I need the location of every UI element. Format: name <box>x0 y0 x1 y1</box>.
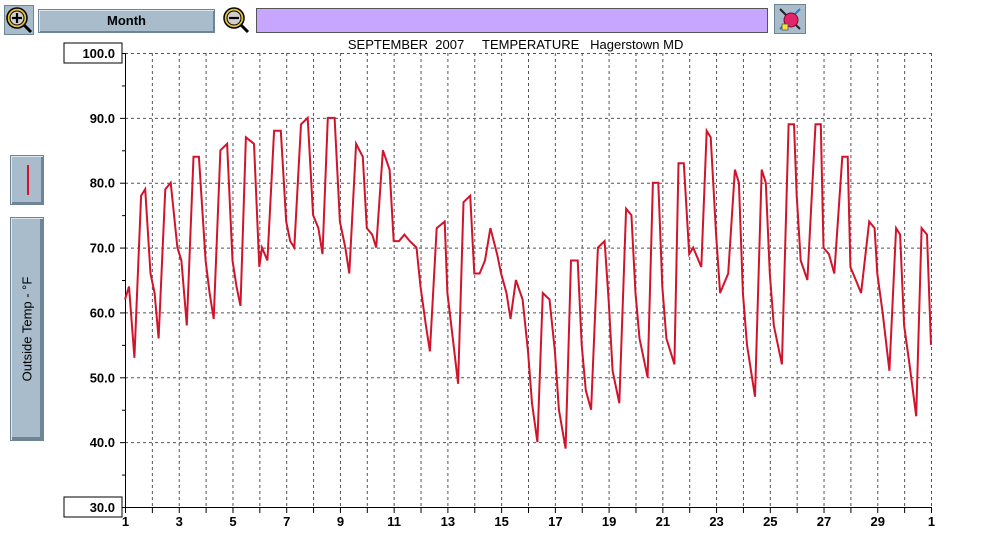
y-tick-label: 30.0 <box>90 500 115 515</box>
chart-title: SEPTEMBER 2007 TEMPERATURE Hagerstown MD <box>256 8 768 52</box>
y-tick-label: 40.0 <box>90 435 115 450</box>
x-tick-label: 1 <box>928 514 935 529</box>
x-tick-label: 1 <box>122 514 129 529</box>
chart-axes <box>120 53 932 513</box>
chart-title-text: SEPTEMBER 2007 TEMPERATURE Hagerstown MD <box>347 37 684 52</box>
y-axis-label-panel[interactable]: Outside Temp - °F <box>10 217 44 441</box>
graph-options-button[interactable] <box>774 4 806 34</box>
x-tick-label: 5 <box>229 514 236 529</box>
y-tick-box <box>63 42 123 64</box>
x-tick-label: 29 <box>871 514 885 529</box>
y-tick-box <box>63 496 123 518</box>
y-axis-ticks: 100.0 90.0 80.0 70.0 60.0 50.0 40.0 30.0 <box>63 42 123 518</box>
series-color-swatch[interactable] <box>10 155 44 205</box>
y-tick-label: 100.0 <box>82 46 115 61</box>
zoom-in-button[interactable] <box>4 5 34 35</box>
y-tick-label: 90.0 <box>90 111 115 126</box>
x-tick-label: 17 <box>548 514 562 529</box>
zoom-out-icon <box>221 5 251 35</box>
x-tick-label: 3 <box>176 514 183 529</box>
range-month-label: Month <box>107 13 146 28</box>
y-tick-label: 80.0 <box>90 176 115 191</box>
x-tick-label: 21 <box>656 514 670 529</box>
y-tick-label: 50.0 <box>90 370 115 385</box>
x-tick-label: 23 <box>709 514 723 529</box>
x-tick-label: 13 <box>441 514 455 529</box>
y-tick-label: 60.0 <box>90 305 115 320</box>
x-tick-label: 7 <box>283 514 290 529</box>
y-tick-label: 70.0 <box>90 241 115 256</box>
temperature-series-line <box>124 115 932 449</box>
x-tick-label: 9 <box>337 514 344 529</box>
x-axis-ticks: 1 3 5 7 9 11 13 15 17 19 21 23 25 27 29 1 <box>122 514 935 529</box>
x-tick-label: 27 <box>817 514 831 529</box>
paint-tool-icon <box>774 4 806 34</box>
x-tick-label: 25 <box>763 514 777 529</box>
range-month-button[interactable]: Month <box>38 9 215 33</box>
x-tick-label: 11 <box>387 514 401 529</box>
zoom-out-button[interactable] <box>221 5 251 35</box>
x-tick-label: 15 <box>494 514 508 529</box>
x-tick-label: 19 <box>602 514 616 529</box>
chart-grid <box>125 53 932 508</box>
series-line-sample <box>27 165 29 195</box>
zoom-in-icon <box>4 5 34 35</box>
